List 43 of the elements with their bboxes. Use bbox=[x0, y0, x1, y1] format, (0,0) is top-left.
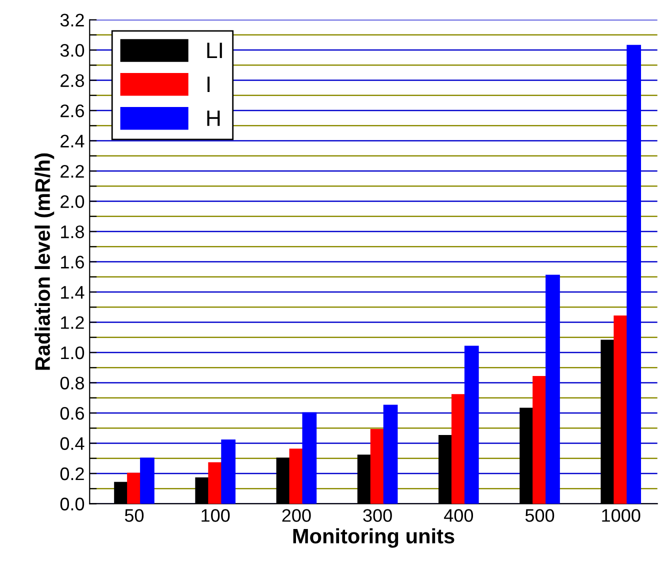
y-axis-title: Radiation level (mR/h) bbox=[34, 153, 54, 370]
y-tick-label: 1.6 bbox=[61, 256, 84, 268]
bar bbox=[302, 412, 317, 504]
bar bbox=[127, 472, 142, 504]
y-tick-label: 1.0 bbox=[61, 346, 84, 360]
y-tick-label: 0.0 bbox=[60, 498, 84, 510]
x-tick-label: 300 bbox=[363, 509, 392, 522]
y-tick-label: 2.6 bbox=[60, 104, 84, 118]
bar bbox=[221, 440, 236, 504]
bar bbox=[208, 462, 223, 504]
x-tick-label: 100 bbox=[202, 509, 230, 522]
y-tick-label: 1.4 bbox=[61, 286, 84, 299]
y-tick-label: 0.2 bbox=[60, 467, 84, 480]
y-tick-label: 2.8 bbox=[60, 74, 84, 88]
bar bbox=[546, 274, 560, 504]
y-tick-label: 3.0 bbox=[60, 44, 84, 57]
bar bbox=[532, 376, 547, 504]
bar bbox=[289, 448, 304, 504]
y-tick-label: 0.4 bbox=[60, 437, 84, 450]
bar bbox=[614, 316, 628, 504]
x-tick-label: 400 bbox=[444, 509, 474, 522]
legend-label: I bbox=[207, 76, 210, 92]
x-axis-title: Monitoring units bbox=[293, 528, 454, 548]
x-tick-label: 1000 bbox=[602, 509, 640, 522]
y-tick-label: 1.8 bbox=[61, 225, 84, 238]
bar bbox=[370, 428, 385, 504]
legend-label: H bbox=[207, 110, 220, 126]
x-tick-label: 500 bbox=[525, 509, 554, 522]
y-tick-label: 0.8 bbox=[60, 376, 84, 390]
x-tick-label: 50 bbox=[124, 509, 144, 522]
x-tick-label: 200 bbox=[282, 509, 311, 522]
legend-label: LI bbox=[207, 42, 222, 58]
y-tick-label: 3.2 bbox=[60, 14, 84, 27]
bar bbox=[451, 394, 466, 504]
bar bbox=[626, 44, 642, 504]
y-tick-label: 2.0 bbox=[60, 195, 84, 208]
y-tick-label: 1.2 bbox=[61, 316, 84, 329]
y-tick-label: 0.6 bbox=[60, 406, 84, 420]
bar bbox=[464, 346, 479, 504]
bar bbox=[383, 404, 398, 504]
y-tick-label: 2.2 bbox=[60, 164, 84, 178]
bar bbox=[140, 458, 154, 504]
y-tick-label: 2.4 bbox=[60, 134, 84, 148]
